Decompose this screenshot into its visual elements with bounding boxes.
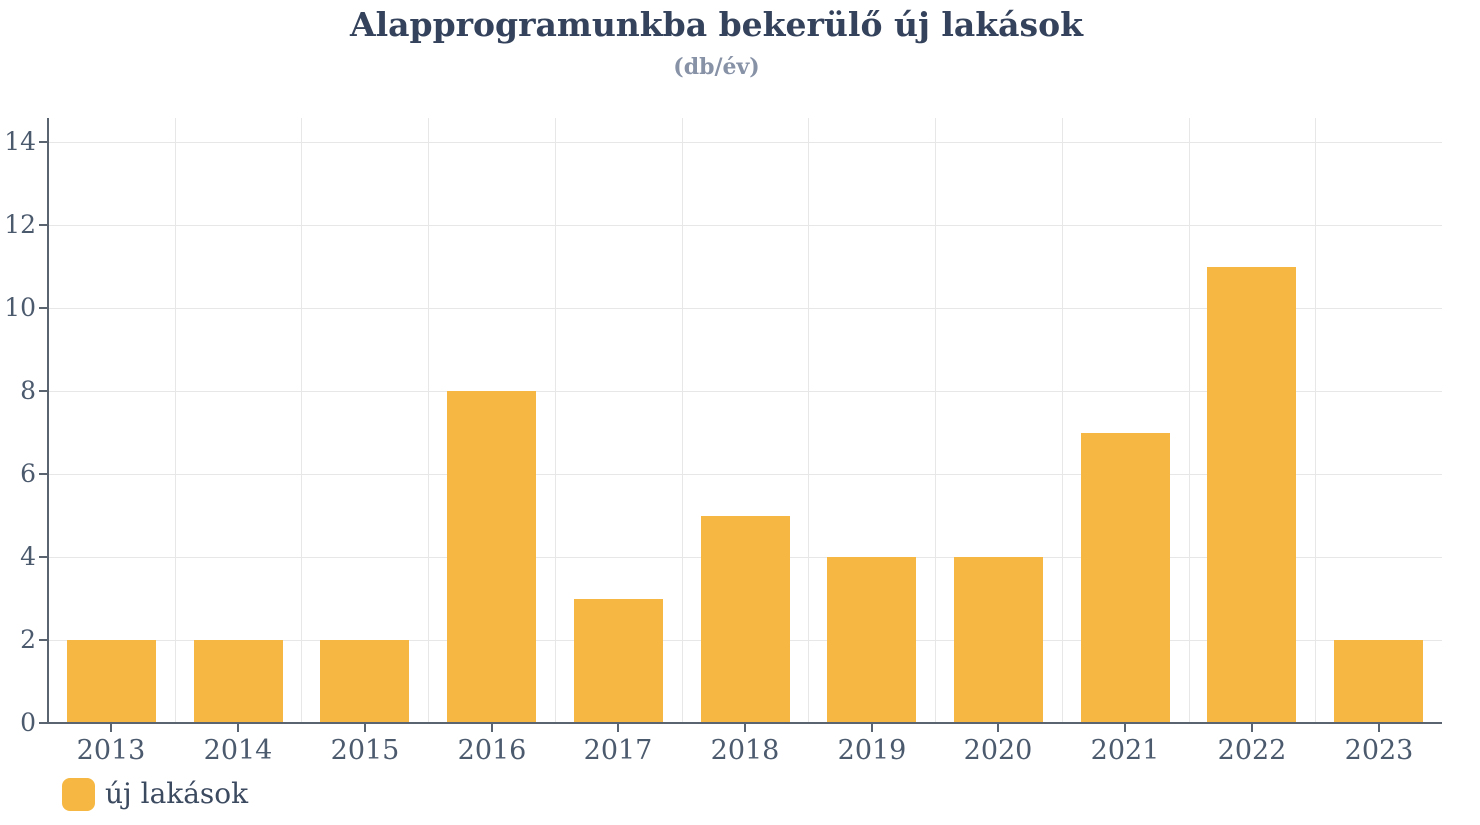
bar-2014[interactable]: [194, 640, 283, 723]
bar-2021[interactable]: [1081, 433, 1170, 723]
chart-subtitle: (db/év): [673, 54, 760, 80]
gridline-vertical: [682, 118, 683, 723]
y-axis-tick: [39, 390, 48, 392]
x-axis-tick: [744, 724, 746, 732]
x-axis-tick: [871, 724, 873, 732]
gridline-vertical: [1062, 118, 1063, 723]
gridline-vertical: [935, 118, 936, 723]
x-axis-label: 2018: [710, 735, 780, 766]
x-axis-label: 2022: [1217, 735, 1287, 766]
x-axis-tick: [237, 724, 239, 732]
chart-header: Alapprogramunkba bekerülő új lakások (db…: [0, 0, 1433, 80]
y-axis-line: [47, 118, 49, 724]
x-axis-label: 2020: [963, 735, 1033, 766]
bar-2022[interactable]: [1207, 267, 1296, 723]
x-axis-tick: [1378, 724, 1380, 732]
gridline-horizontal: [48, 225, 1442, 227]
x-axis-label: 2019: [837, 735, 907, 766]
gridline-horizontal: [48, 474, 1442, 476]
y-axis-tick: [39, 473, 48, 475]
gridline-vertical: [808, 118, 809, 723]
bar-2020[interactable]: [954, 557, 1043, 723]
x-axis-tick: [997, 724, 999, 732]
x-axis-label: 2016: [457, 735, 527, 766]
legend-swatch-icon: [62, 777, 95, 811]
gridline-horizontal: [48, 391, 1442, 393]
y-axis-tick: [39, 307, 48, 309]
gridline-vertical: [555, 118, 556, 723]
x-axis-tick: [110, 724, 112, 732]
chart-title: Alapprogramunkba bekerülő új lakások: [349, 5, 1083, 44]
bar-2017[interactable]: [574, 599, 663, 723]
y-axis-label: 12: [4, 210, 36, 239]
y-axis-tick: [39, 722, 48, 724]
bar-2018[interactable]: [701, 516, 790, 723]
y-axis-label: 8: [20, 376, 36, 405]
legend-item[interactable]: új lakások: [62, 776, 248, 812]
y-axis-tick: [39, 141, 48, 143]
y-axis-label: 4: [20, 542, 36, 571]
x-axis-label: 2023: [1344, 735, 1414, 766]
bar-2013[interactable]: [67, 640, 156, 723]
gridline-horizontal: [48, 308, 1442, 310]
bar-2019[interactable]: [827, 557, 916, 723]
x-axis-tick: [617, 724, 619, 732]
y-axis-tick: [39, 556, 48, 558]
x-axis-label: 2015: [330, 735, 400, 766]
gridline-horizontal: [48, 142, 1442, 144]
y-axis-label: 6: [20, 459, 36, 488]
plot-area: [48, 118, 1442, 723]
gridline-vertical: [301, 118, 302, 723]
x-axis-label: 2014: [203, 735, 273, 766]
x-axis-label: 2021: [1090, 735, 1160, 766]
gridline-vertical: [428, 118, 429, 723]
x-axis-line: [47, 722, 1442, 724]
y-axis-label: 0: [20, 708, 36, 737]
x-axis-tick: [1251, 724, 1253, 732]
gridline-vertical: [175, 118, 176, 723]
bar-2015[interactable]: [320, 640, 409, 723]
x-axis-label: 2017: [583, 735, 653, 766]
x-axis-label: 2013: [76, 735, 146, 766]
y-axis-label: 2: [20, 625, 36, 654]
bar-2023[interactable]: [1334, 640, 1423, 723]
y-axis-label: 10: [4, 293, 36, 322]
y-axis-tick: [39, 639, 48, 641]
bar-2016[interactable]: [447, 391, 536, 723]
y-axis-label: 14: [4, 127, 36, 156]
gridline-vertical: [1315, 118, 1316, 723]
x-axis-tick: [491, 724, 493, 732]
y-axis-tick: [39, 224, 48, 226]
gridline-vertical: [1189, 118, 1190, 723]
legend-label: új lakások: [105, 777, 249, 810]
x-axis-tick: [1124, 724, 1126, 732]
x-axis-tick: [364, 724, 366, 732]
